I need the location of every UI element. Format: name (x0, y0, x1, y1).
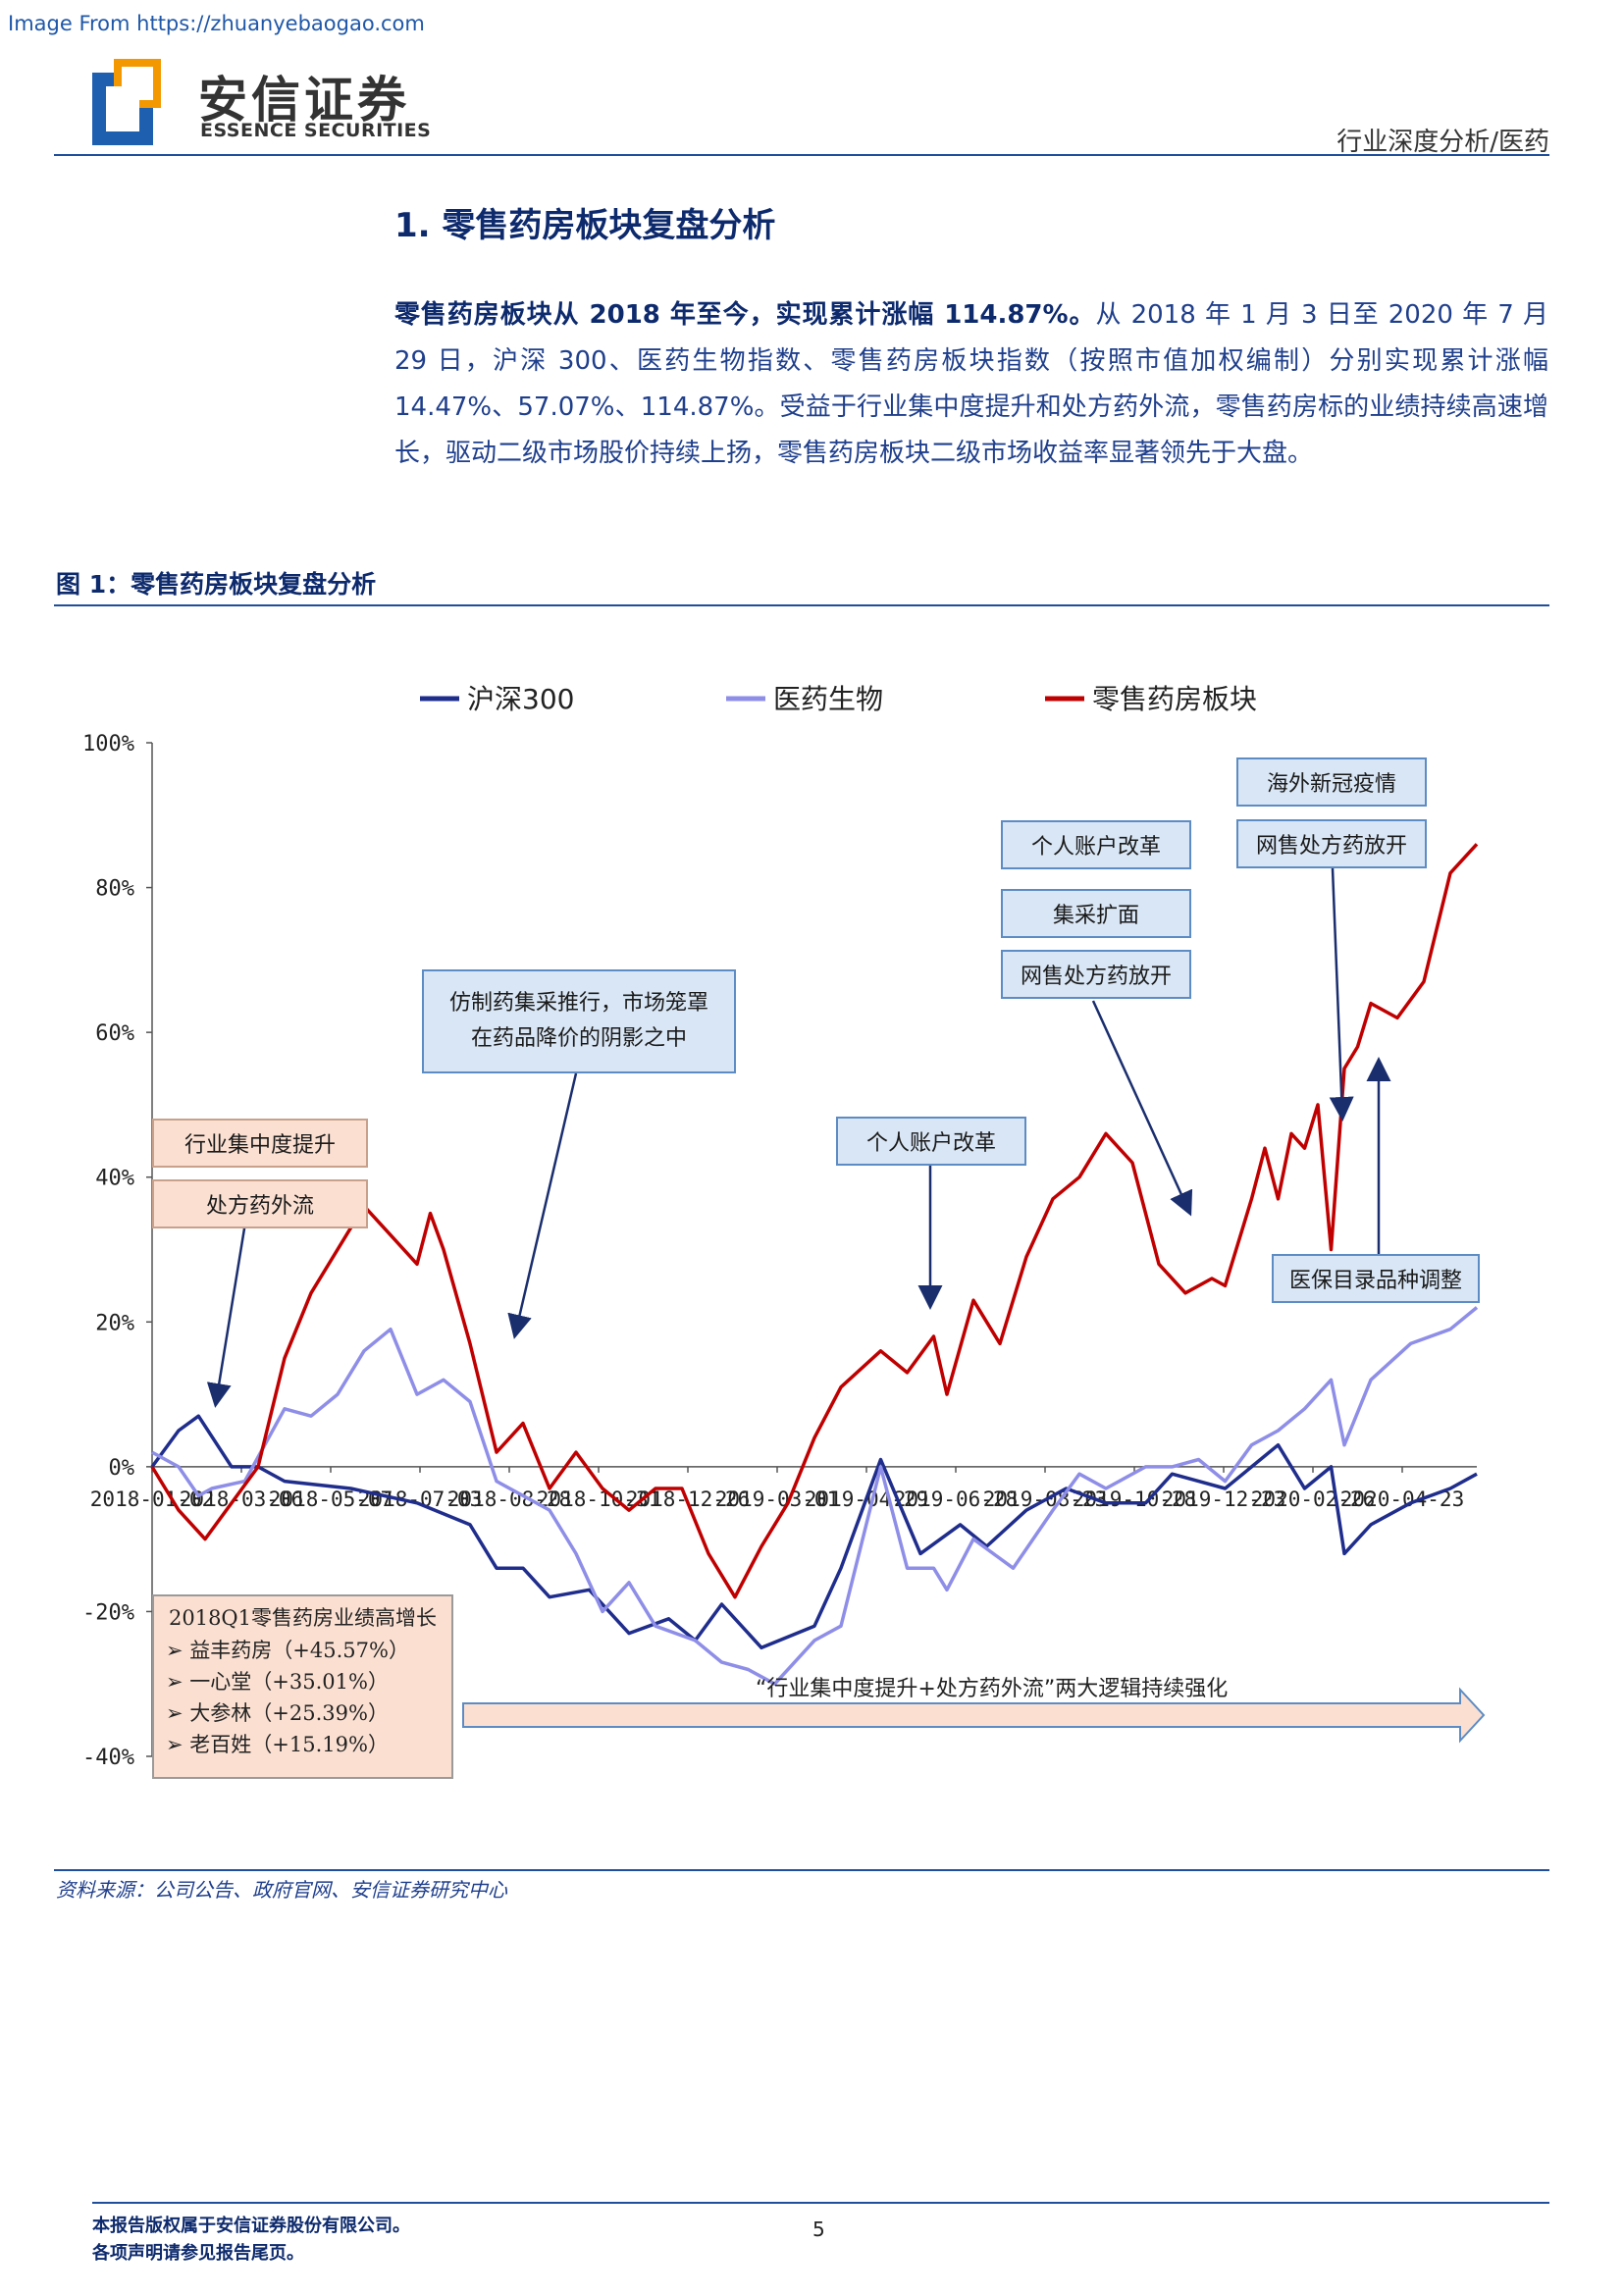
header-divider (54, 154, 1549, 156)
series-line (150, 843, 1479, 1599)
section-title: 1. 零售药房板块复盘分析 (394, 206, 776, 245)
q1-box-item: ➢ 一心堂（+35.01%） (166, 1670, 389, 1694)
footer-divider (92, 2202, 1549, 2204)
y-tick-label: -40% (82, 1746, 134, 1770)
legend-label: 医药生物 (773, 683, 883, 715)
x-tick-label: 2019-03-01 (715, 1487, 839, 1511)
x-tick-label: 2020-02-26 (1251, 1487, 1375, 1511)
retail-pharmacy-review-chart: 100%80%60%40%20%0%-20%-40%2018-01-022018… (82, 683, 1486, 1770)
x-tick-label: 2019-06-28 (894, 1487, 1018, 1511)
body-lead: 零售药房板块从 2018 年至今，实现累计涨幅 114.87%。 (394, 300, 1096, 330)
y-tick-label: 40% (95, 1167, 134, 1191)
series-line (150, 1414, 1478, 1650)
annotation-box: 网售处方药放开 (1236, 819, 1427, 868)
x-tick-label: 2018-08-28 (447, 1487, 571, 1511)
x-tick-label: 2018-05-07 (269, 1487, 393, 1511)
series-line (151, 1306, 1479, 1686)
q1-box-title: 2018Q1零售药房业绩高增长 (168, 1606, 438, 1630)
arrow-line (1091, 1000, 1193, 1217)
arrow-line (206, 1222, 247, 1408)
arrow-line (507, 1072, 578, 1339)
annotation-box: 行业集中度提升 (152, 1119, 368, 1168)
y-tick-label: 0% (109, 1456, 135, 1481)
y-tick-label: 100% (82, 732, 134, 757)
footer-disclaimer: 各项声明请参见报告尾页。 (92, 2243, 304, 2264)
arrow-line (1329, 867, 1354, 1122)
annotation-arrows (206, 867, 1391, 1408)
y-tick-label: 20% (95, 1311, 134, 1335)
annotation-box: 个人账户改革 (836, 1117, 1026, 1166)
annotation-line: 在药品降价的阴影之中 (470, 1026, 687, 1051)
figure-title-divider (54, 604, 1549, 606)
annotation-box: 处方药外流 (152, 1179, 368, 1228)
figure-title: 图 1：零售药房板块复盘分析 (56, 570, 377, 599)
q1-box-item: ➢ 老百姓（+15.19%） (166, 1733, 389, 1756)
annotation-box: 集采扩面 (1001, 889, 1191, 938)
logo-cn-text: 安信证券 (198, 72, 410, 129)
strong-logic-text: “行业集中度提升+处方药外流”两大逻辑持续强化 (756, 1677, 1229, 1701)
annotation-box: 网售处方药放开 (1001, 950, 1191, 999)
y-tick-label: 60% (95, 1021, 134, 1046)
page-number: 5 (812, 2218, 825, 2241)
logo-en-text: ESSENCE SECURITIES (200, 120, 432, 141)
annotation-box: 海外新冠疫情 (1236, 757, 1427, 807)
y-tick-label: -20% (82, 1600, 134, 1625)
annotation-box: 医保目录品种调整 (1272, 1254, 1480, 1303)
annotation-line: 仿制药集采推行，市场笼罩 (448, 991, 708, 1016)
source-url: Image From https://zhuanyebaogao.com (8, 12, 425, 35)
strong-logic-arrow (462, 1687, 1486, 1744)
source-divider (54, 1869, 1549, 1871)
legend-label: 沪深300 (467, 683, 574, 715)
q1-box-item: ➢ 益丰药房（+45.57%） (166, 1639, 409, 1662)
body-rest: 从 2018 年 1 月 3 日至 2020 年 7 月 29 日，沪深 300… (394, 300, 1549, 468)
body-paragraph: 零售药房板块从 2018 年至今，实现累计涨幅 114.87%。从 2018 年… (394, 292, 1548, 477)
source-note: 资料来源：公司公告、政府官网、安信证券研究中心 (56, 1878, 507, 1902)
legend-label: 零售药房板块 (1092, 683, 1257, 715)
annotation-box: 仿制药集采推行，市场笼罩 在药品降价的阴影之中 (422, 969, 736, 1073)
footer-copyright: 本报告版权属于安信证券股份有限公司。 (92, 2216, 410, 2236)
report-category: 行业深度分析/医药 (1336, 128, 1549, 157)
x-tick-label: 2019-12-23 (1162, 1487, 1285, 1511)
q1-performance-box: 2018Q1零售药房业绩高增长 ➢ 益丰药房（+45.57%） ➢ 一心堂（+3… (152, 1594, 453, 1779)
x-tick-label: 2018-07-03 (358, 1487, 482, 1511)
annotation-box: 个人账户改革 (1001, 820, 1191, 869)
y-tick-label: 80% (95, 877, 134, 902)
essence-logo-icon (92, 59, 161, 145)
q1-box-item: ➢ 大参林（+25.39%） (166, 1701, 389, 1725)
